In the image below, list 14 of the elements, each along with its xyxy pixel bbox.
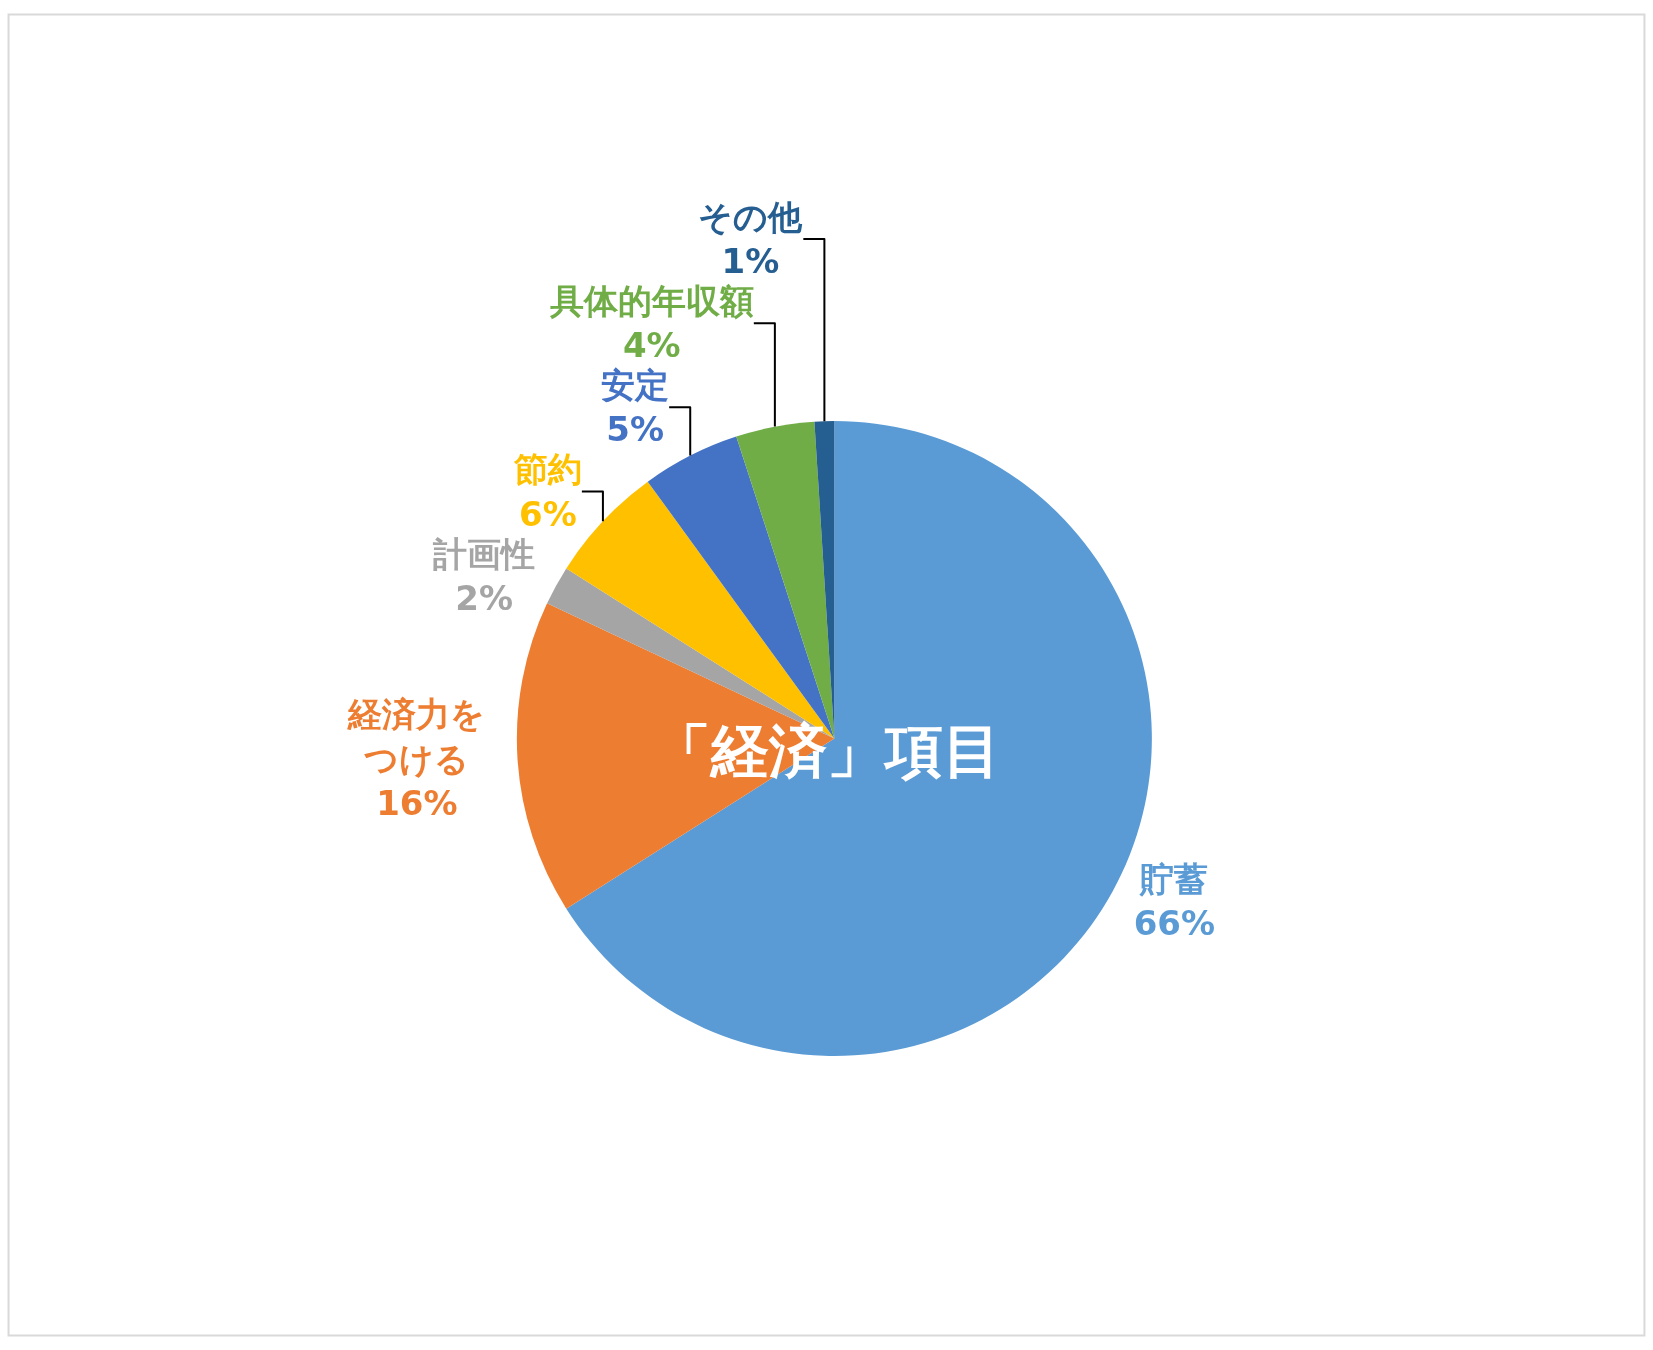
data-label: 2%: [455, 577, 513, 618]
data-label: 6%: [519, 493, 577, 534]
slice-label: 安定: [601, 365, 670, 406]
slice-label: 節約: [512, 449, 582, 490]
slice-label: 計画性: [432, 533, 536, 574]
data-label: 5%: [606, 409, 665, 450]
slice-label: 経済力をつける: [347, 694, 486, 779]
data-label: 16%: [376, 782, 458, 823]
slice-label: その他: [698, 196, 804, 237]
slice-label: 具体的年収額: [548, 281, 754, 322]
data-label: 4%: [622, 325, 681, 366]
data-label: 1%: [721, 241, 780, 282]
data-label: 66%: [1133, 903, 1216, 944]
slice-label: 貯蓄: [1139, 859, 1209, 900]
